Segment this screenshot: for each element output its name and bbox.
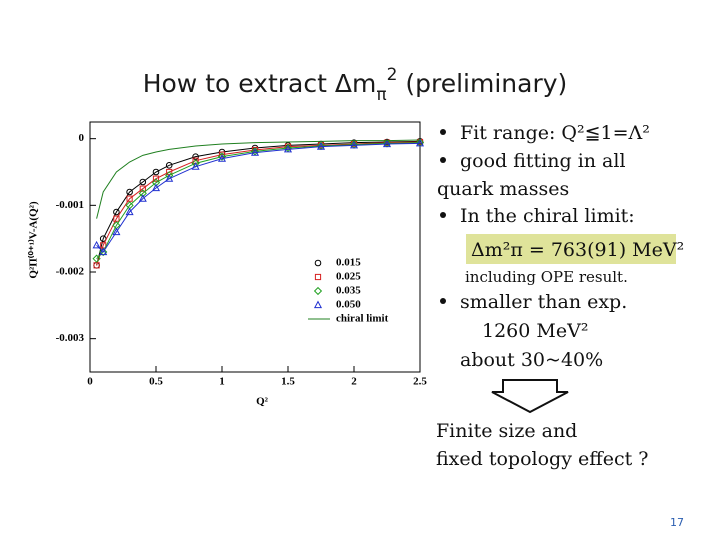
marker (250, 148, 260, 156)
formula-note: including OPE result. (465, 268, 628, 286)
legend-marker (313, 286, 323, 296)
formula: Δm²π = 763(91) MeV² (471, 239, 684, 261)
title-main: How to extract Δm (143, 69, 377, 98)
marker (165, 162, 173, 169)
marker (349, 140, 359, 149)
series-line (96, 142, 421, 253)
marker (92, 240, 101, 249)
bullet-text: Fit range: Q²≦1=Λ² (460, 122, 650, 144)
bullet-text: good fitting in all (460, 150, 626, 172)
y-tick-label: -0.001 (56, 199, 84, 211)
marker (138, 194, 147, 202)
marker (283, 143, 293, 153)
slide-title: How to extract Δmπ2 (preliminary) (143, 65, 568, 105)
legend-label: chiral limit (336, 313, 389, 325)
legend-marker (314, 273, 322, 281)
x-tick-label: 0.5 (149, 376, 163, 388)
marker (138, 189, 147, 198)
marker (415, 138, 425, 147)
marker (217, 152, 227, 161)
marker (139, 178, 147, 186)
marker (250, 147, 260, 156)
marker (165, 174, 174, 182)
exp-ratio: about 30~40% (460, 349, 603, 371)
marker (316, 142, 326, 150)
marker (99, 247, 108, 256)
marker (218, 151, 226, 158)
title-sub: π (376, 85, 386, 105)
bullet-text: In the chiral limit: (460, 205, 635, 227)
y-tick-label: 0 (79, 132, 85, 144)
marker (191, 162, 200, 170)
legend-label: 0.015 (336, 257, 361, 269)
marker (126, 188, 133, 196)
marker (152, 168, 160, 176)
marker (99, 247, 108, 257)
bullet (440, 212, 446, 218)
bullet (440, 298, 446, 304)
legend-marker (314, 259, 322, 267)
bullet-list: Fit range: Q²≦1=Λ² good fitting in all q… (436, 122, 684, 470)
exp-value: 1260 MeV² (482, 320, 588, 342)
page-number: 17 (670, 516, 684, 529)
marker (112, 227, 121, 236)
conclusion-text: Finite size and (436, 420, 577, 442)
x-axis-label: Q² (256, 396, 269, 408)
x-tick-label: 1.5 (281, 376, 295, 388)
marker (151, 178, 161, 187)
bullet-text: smaller than exp. (460, 291, 627, 313)
marker (125, 207, 134, 216)
series-line (96, 140, 421, 266)
legend-marker (313, 300, 323, 309)
y-tick-label: -0.002 (56, 266, 85, 278)
legend-label: 0.035 (336, 285, 361, 297)
x-tick-label: 2.5 (413, 376, 427, 388)
series-line (96, 141, 421, 266)
down-arrow (491, 379, 569, 414)
y-tick-label: -0.003 (56, 332, 85, 344)
title-sup: 2 (387, 65, 398, 85)
bullet-text: quark masses (437, 178, 569, 200)
y-axis-label: Q²Π⁽⁰⁺¹⁾V-A(Q²) (28, 201, 40, 279)
legend-label: 0.025 (336, 271, 361, 283)
marker (382, 139, 392, 148)
marker (92, 254, 101, 263)
bullet (440, 157, 446, 163)
marker (139, 185, 146, 192)
marker (152, 175, 160, 182)
x-tick-label: 1 (219, 376, 225, 388)
chart: Q² Q²Π⁽⁰⁺¹⁾V-A(Q²) 0 0.5 1 1.5 2 2.5 0 -0.001 -0… (28, 121, 427, 408)
marker (217, 154, 227, 162)
legend-label: 0.050 (336, 299, 361, 311)
marker (283, 144, 293, 153)
marker (113, 208, 120, 216)
x-tick-label: 0 (87, 376, 93, 388)
x-tick-label: 2 (351, 376, 357, 388)
series-line (96, 139, 421, 219)
plot-frame (89, 121, 421, 373)
marker (151, 183, 161, 192)
bullet (440, 129, 446, 135)
formula-box (466, 234, 676, 264)
title-rest: (preliminary) (397, 69, 567, 98)
conclusion-text: fixed topology effect ? (436, 448, 648, 470)
